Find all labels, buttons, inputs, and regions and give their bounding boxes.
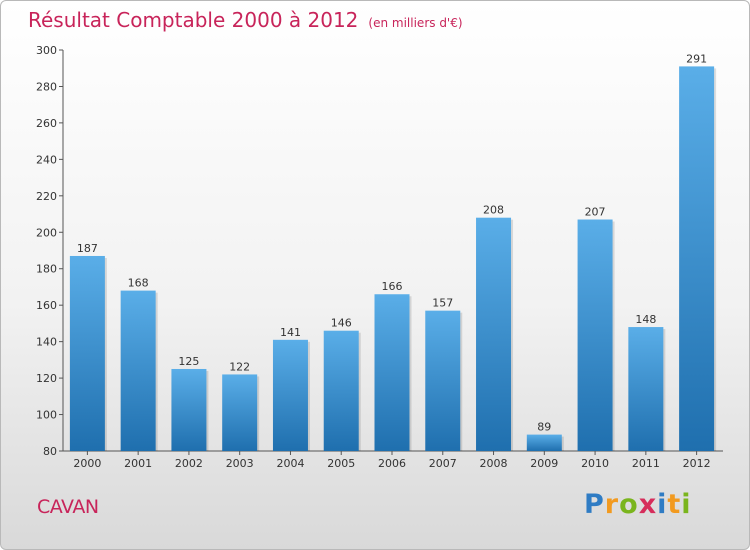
bar: [628, 327, 664, 451]
bar-value-label: 122: [229, 360, 250, 373]
y-tick-label: 220: [36, 190, 57, 203]
bar-value-label: 148: [635, 313, 656, 326]
y-tick-label: 120: [36, 372, 57, 385]
bar: [577, 219, 613, 451]
bars: [69, 66, 717, 452]
x-tick-label: 2004: [276, 457, 304, 470]
y-tick-label: 300: [36, 44, 57, 57]
bar: [120, 290, 156, 451]
commune-name: CAVAN: [37, 496, 99, 518]
y-tick-label: 160: [36, 299, 57, 312]
x-tick-label: 2011: [632, 457, 660, 470]
bar-value-label: 157: [432, 297, 453, 310]
x-tick-label: 2000: [73, 457, 101, 470]
bar: [476, 217, 512, 451]
bar: [323, 330, 359, 451]
bar-value-label: 207: [585, 206, 606, 219]
x-tick-label: 2003: [226, 457, 254, 470]
bar-value-label: 208: [483, 204, 504, 217]
bar: [679, 66, 715, 452]
x-tick-label: 2012: [683, 457, 711, 470]
logo-letter: o: [619, 489, 639, 520]
bar: [171, 368, 207, 451]
axes: 80 100 120 140 160 180 200 220 240 260 280 300 2000 2…: [36, 44, 723, 470]
logo-letter: x: [638, 489, 658, 520]
bar-value-label: 125: [178, 355, 199, 368]
x-tick-label: 2005: [327, 457, 355, 470]
value-labels: 187 168 125 122 141 146 166 157 208 89 207 148 291: [77, 52, 707, 433]
chart-title-text: Résultat Comptable 2000 à 2012: [28, 8, 359, 32]
x-tick-label: 2006: [378, 457, 406, 470]
y-tick-label: 280: [36, 80, 57, 93]
bar-value-label: 89: [537, 421, 551, 434]
y-tick-label: 200: [36, 226, 57, 239]
x-tick-label: 2010: [581, 457, 609, 470]
logo-letter: t: [667, 489, 682, 520]
bar: [222, 374, 258, 451]
chart-title: Résultat Comptable 2000 à 2012 (en millie…: [28, 8, 463, 32]
bar: [272, 339, 308, 451]
y-tick-label: 80: [43, 445, 57, 458]
logo-letter: i: [657, 489, 668, 520]
bar-value-label: 168: [128, 277, 149, 290]
bar-value-label: 166: [382, 280, 403, 293]
y-tick-label: 240: [36, 153, 57, 166]
x-tick-label: 2009: [530, 457, 558, 470]
bar: [526, 434, 562, 451]
bar: [69, 255, 105, 451]
bar-value-label: 141: [280, 326, 301, 339]
logo-letter: i: [681, 489, 692, 520]
y-tick-label: 140: [36, 336, 57, 349]
bar-value-label: 291: [686, 52, 707, 65]
y-tick-label: 180: [36, 263, 57, 276]
x-tick-label: 2001: [124, 457, 152, 470]
bar: [425, 310, 461, 451]
bar-value-label: 146: [331, 317, 352, 330]
bar-value-label: 187: [77, 242, 98, 255]
proxiti-logo: Proxiti: [584, 489, 692, 520]
y-tick-label: 260: [36, 117, 57, 130]
y-tick-label: 100: [36, 409, 57, 422]
logo-letter: P: [584, 489, 605, 520]
chart-subtitle: (en milliers d'€): [368, 16, 463, 30]
x-tick-label: 2008: [480, 457, 508, 470]
x-tick-label: 2007: [429, 457, 457, 470]
logo-letter: r: [604, 489, 620, 520]
x-tick-label: 2002: [175, 457, 203, 470]
bar: [374, 294, 410, 451]
